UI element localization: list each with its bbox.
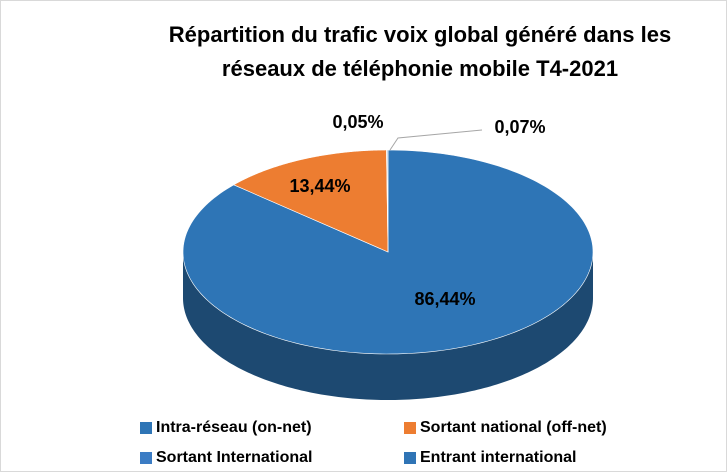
- data-label: 0,07%: [494, 117, 545, 137]
- legend-label: Sortant International: [156, 449, 312, 466]
- legend-label: Intra-réseau (on-net): [156, 419, 312, 436]
- pie-slice: [386, 149, 389, 253]
- data-label: 13,44%: [289, 176, 350, 196]
- leader-line: [389, 129, 483, 151]
- pie-side: [183, 252, 593, 400]
- pie-slice: [233, 149, 389, 253]
- legend-label: Entrant international: [420, 449, 576, 466]
- chart-title: Répartition du trafic voix global généré…: [168, 22, 672, 81]
- legend-swatch: [140, 422, 152, 434]
- legend-swatch: [404, 422, 416, 434]
- legend-label: Sortant national (off-net): [420, 419, 607, 436]
- legend-swatch: [140, 452, 152, 464]
- data-label: 0,05%: [332, 112, 383, 132]
- data-label: 86,44%: [414, 289, 475, 309]
- legend-swatch: [404, 452, 416, 464]
